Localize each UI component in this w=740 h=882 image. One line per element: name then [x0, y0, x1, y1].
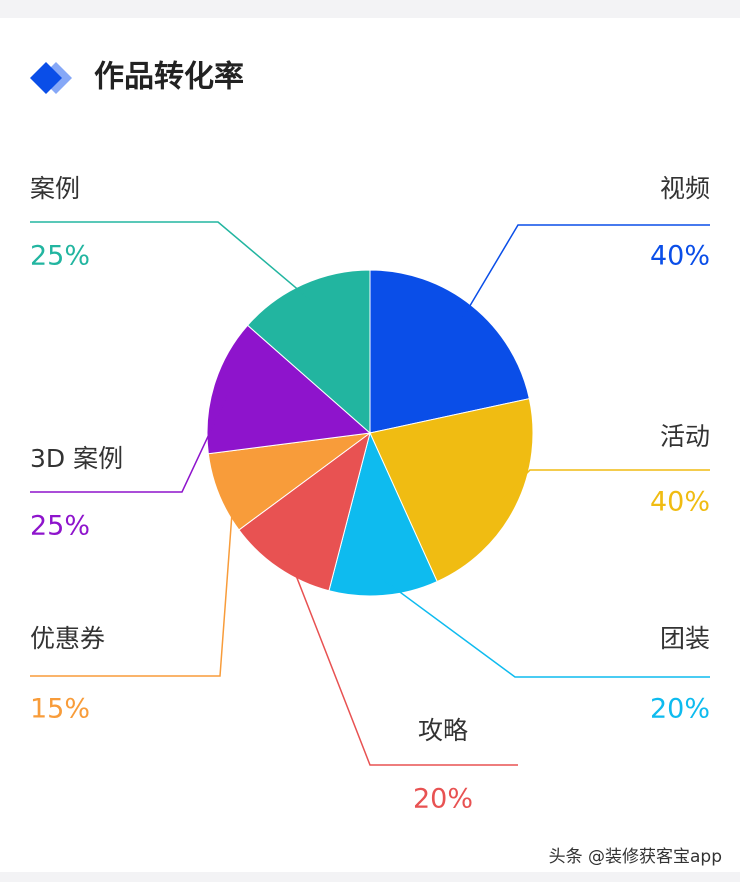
data-label: 15%	[30, 694, 90, 725]
legend-label: 3D 案例	[30, 444, 123, 473]
leader-line	[30, 487, 235, 677]
pie-slice	[238, 431, 371, 592]
top-bar	[0, 0, 740, 18]
data-label: 40%	[650, 241, 710, 272]
legend-label: 活动	[660, 422, 710, 451]
leader-line	[287, 554, 518, 766]
leader-line	[500, 469, 710, 500]
data-label: 20%	[413, 784, 473, 815]
pie-slice	[369, 398, 534, 583]
pie-slice	[206, 324, 372, 455]
leader-line	[30, 221, 311, 300]
chart-title: 作品转化率	[94, 60, 244, 95]
legend-label: 团装	[660, 624, 710, 653]
data-label: 40%	[650, 487, 710, 518]
leader-line	[461, 224, 710, 320]
icon	[30, 62, 62, 94]
data-label: 20%	[650, 694, 710, 725]
pie-slice	[369, 269, 530, 434]
pie-slice	[328, 431, 438, 597]
leader-line	[30, 389, 231, 493]
data-label: 25%	[30, 511, 90, 542]
bottom-bar	[0, 872, 740, 882]
legend-label: 案例	[30, 174, 80, 203]
leader-line	[381, 578, 710, 678]
watermark: 头条 @装修获客宝app	[549, 847, 722, 867]
data-label: 25%	[30, 241, 90, 272]
legend-label: 优惠券	[30, 624, 105, 653]
legend-label: 视频	[660, 174, 710, 203]
legend-label: 攻略	[418, 716, 468, 745]
pie-slice	[246, 269, 371, 435]
